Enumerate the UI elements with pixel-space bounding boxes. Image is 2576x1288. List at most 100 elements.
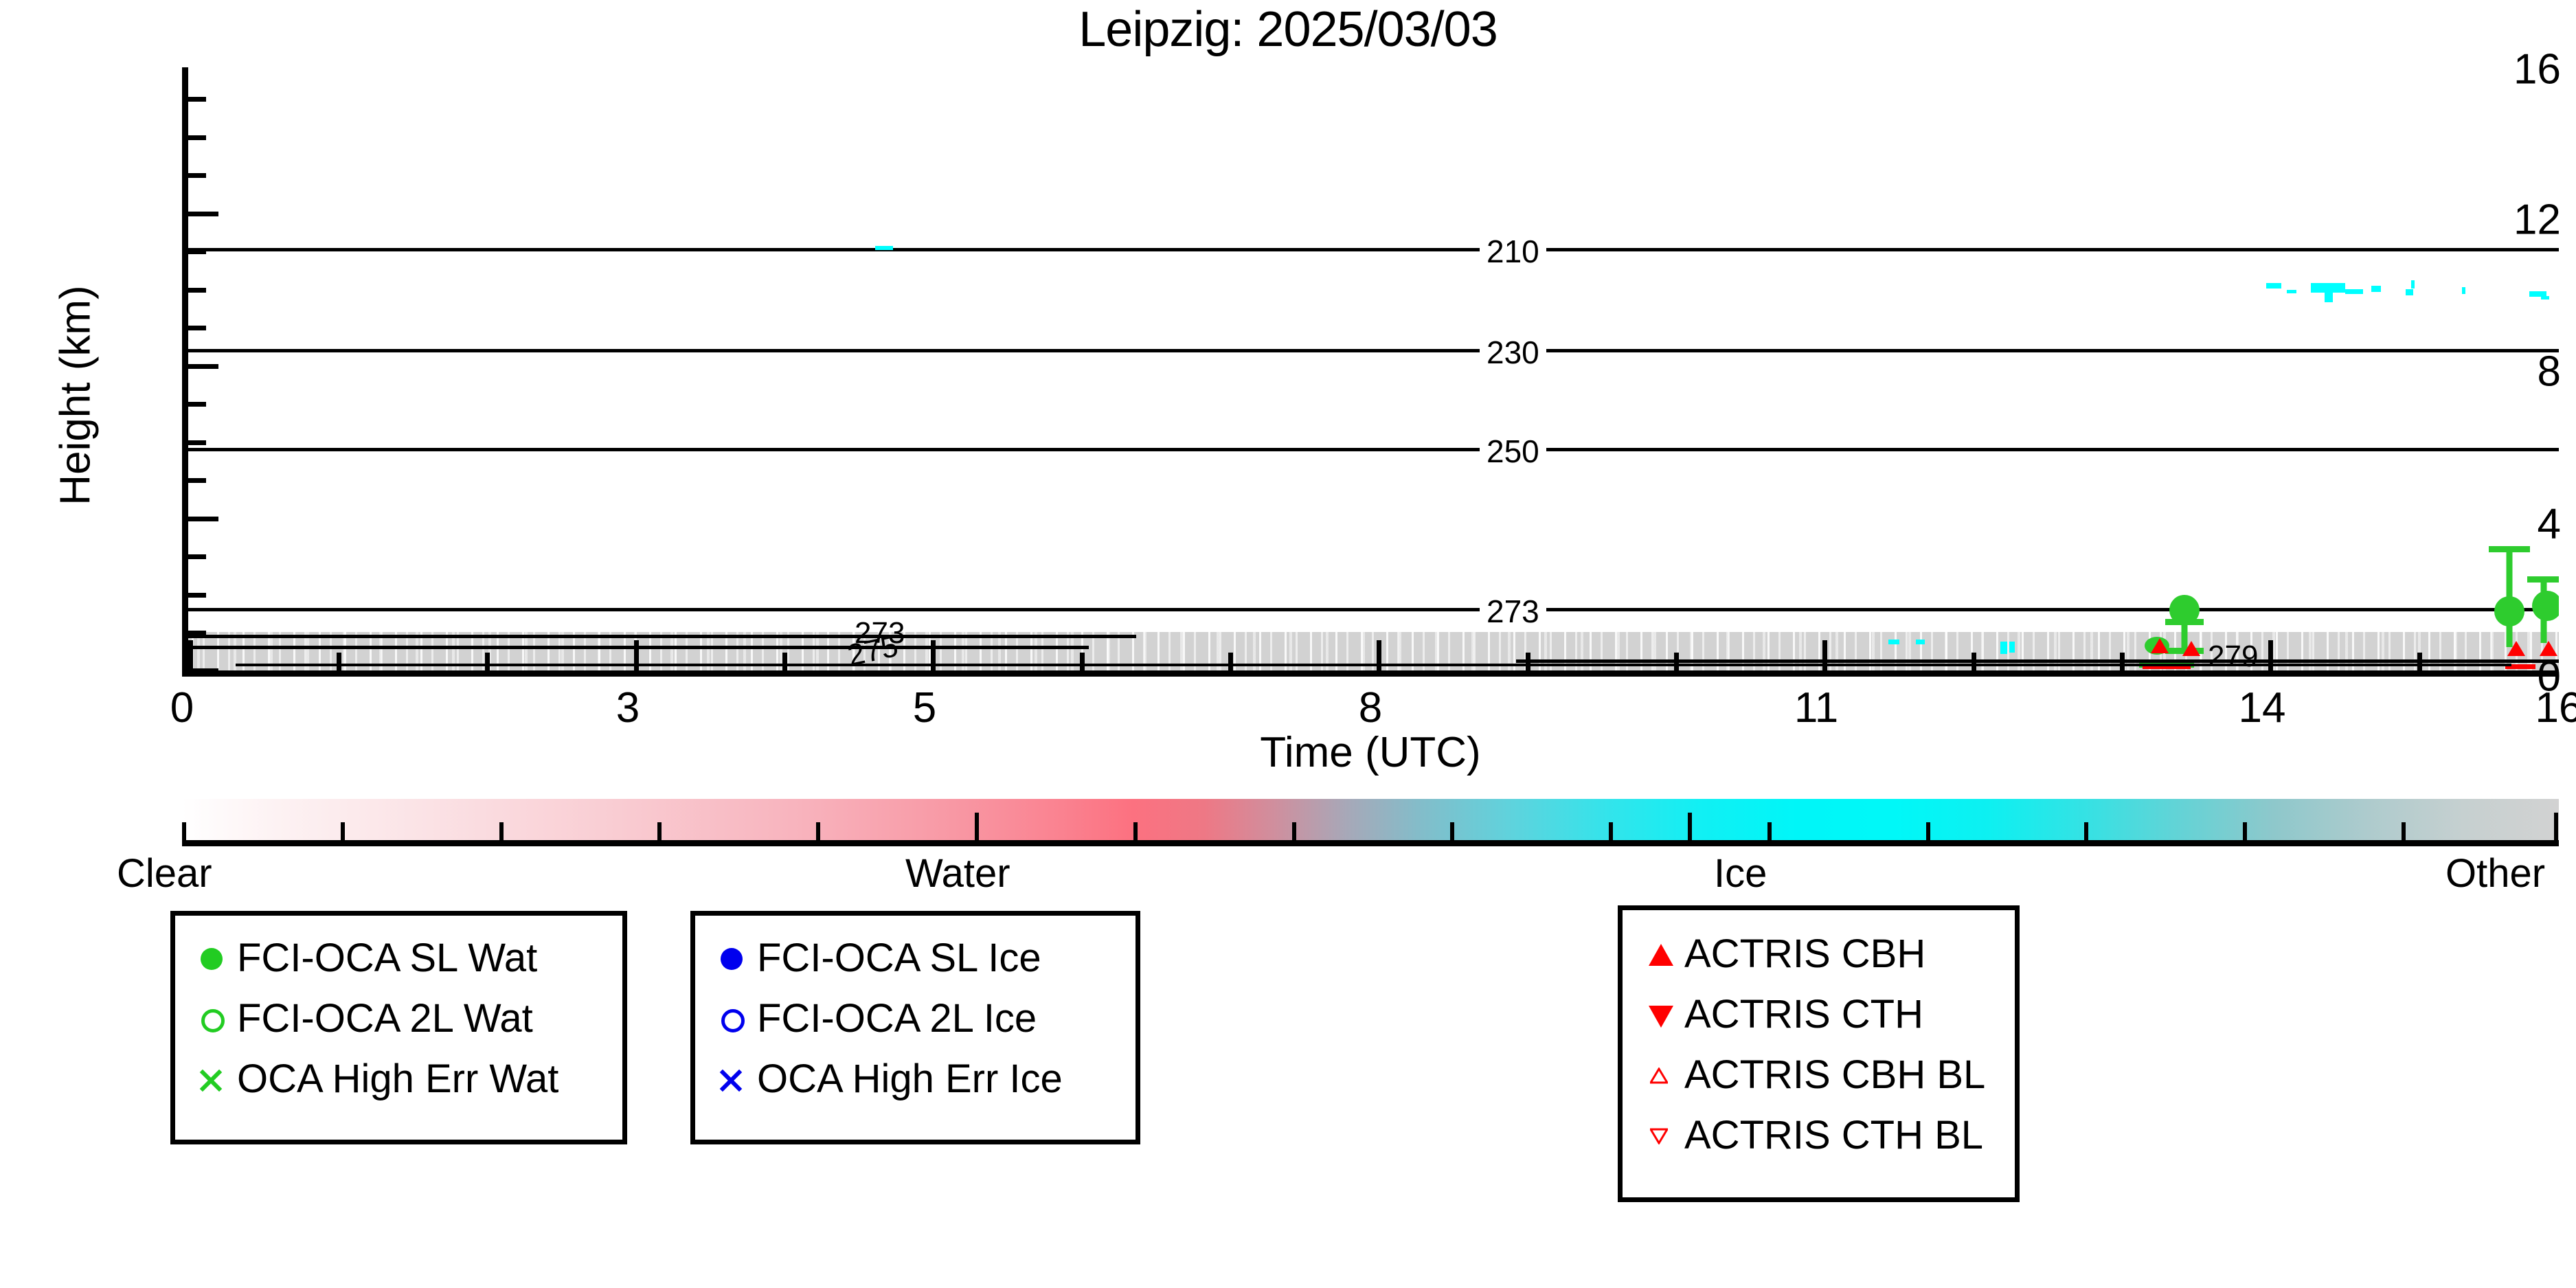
actris-cbh-marker — [2507, 641, 2525, 656]
y-tick-minor — [188, 593, 206, 598]
legend-item[interactable]: FCI-OCA SL Ice — [695, 928, 1136, 988]
legend-item[interactable]: FCI-OCA 2L Wat — [175, 988, 622, 1049]
y-tick-minor — [188, 97, 206, 102]
x-tick-major — [1822, 640, 1827, 670]
legend-item[interactable]: OCA High Err Wat — [175, 1049, 622, 1109]
open-circle-icon — [193, 997, 236, 1040]
y-tick-major — [188, 212, 218, 216]
x-tick-label: 14 — [2238, 684, 2286, 732]
ice-pixel — [2462, 287, 2465, 294]
x-tick-label: 16 — [2535, 684, 2576, 732]
x-tick-label: 5 — [912, 684, 937, 732]
fci-oca-sl-wat-point — [2169, 595, 2200, 625]
legend-item[interactable]: ACTRIS CTH BL — [1623, 1105, 2015, 1166]
legend-item[interactable]: ACTRIS CTH — [1623, 984, 2015, 1045]
colorbar-tick — [1767, 822, 1772, 840]
legend-item-label: ACTRIS CTH — [1684, 992, 1923, 1037]
ice-pixel — [1916, 640, 1925, 644]
ice-pixel — [2325, 291, 2333, 302]
colorbar-label-water: Water — [905, 851, 1010, 896]
isotherm-279-low-line — [1515, 659, 2559, 663]
x-tick-major — [931, 640, 936, 670]
triangle-down-filled-icon — [1640, 993, 1683, 1036]
isotherm-label-273: 273 — [1480, 594, 1546, 629]
open-circle-icon — [713, 997, 756, 1040]
ice-legend-box: FCI-OCA SL Ice FCI-OCA 2L Ice OCA High E… — [690, 911, 1140, 1144]
x-tick-minor — [2417, 653, 2422, 670]
x-tick-label: 11 — [1794, 684, 1839, 732]
ice-pixel — [1888, 640, 1899, 644]
y-tick-minor — [188, 249, 206, 254]
y-tick-minor — [188, 631, 206, 635]
x-tick-minor — [1526, 653, 1530, 670]
triangle-up-filled-icon — [1640, 933, 1683, 975]
actris-cbh-trace — [2505, 664, 2535, 669]
colorbar-tick — [1926, 822, 1930, 840]
y-tick-label: 4 — [2537, 500, 2561, 548]
colorbar-tick — [657, 822, 662, 840]
ice-pixel — [2411, 280, 2415, 289]
colorbar-tick — [1133, 822, 1138, 840]
ice-pixel — [2406, 289, 2413, 295]
legend-item[interactable]: FCI-OCA SL Wat — [175, 928, 622, 988]
x-tick-minor — [782, 653, 787, 670]
legend-item[interactable]: OCA High Err Ice — [695, 1049, 1136, 1109]
cross-x-icon — [713, 1058, 756, 1100]
colorbar-gradient — [182, 799, 2559, 840]
legend-item[interactable]: ACTRIS CBH BL — [1623, 1045, 2015, 1105]
legend-item-label: FCI-OCA SL Wat — [237, 936, 538, 980]
x-tick-minor — [1971, 653, 1976, 670]
colorbar-tick — [341, 822, 345, 840]
legend-item-label: FCI-OCA 2L Ice — [757, 996, 1037, 1041]
fci-oca-sl-wat-point — [2532, 591, 2559, 621]
isotherm-230-line — [188, 349, 2559, 352]
x-tick-label: 0 — [170, 684, 194, 732]
isotherm-label-250: 250 — [1480, 433, 1546, 469]
actris-cbh-trace — [2143, 664, 2191, 669]
ice-pixel — [2371, 286, 2381, 292]
triangle-down-open-icon — [1640, 1114, 1683, 1157]
x-tick-major — [2268, 640, 2273, 670]
colorbar-tick — [2243, 822, 2247, 840]
y-axis-title: Height (km) — [52, 285, 100, 506]
isotherm-label-210: 210 — [1480, 234, 1546, 269]
triangle-up-open-icon — [1640, 1054, 1683, 1096]
y-tick-label: 0 — [2537, 653, 2561, 701]
y-tick-major — [188, 668, 218, 670]
colorbar-tick-major — [2554, 813, 2558, 840]
legend-item[interactable]: ACTRIS CBH — [1623, 924, 2015, 984]
y-tick-minor — [188, 440, 206, 445]
error-bar-cap — [2527, 576, 2559, 583]
isotherm-273-low-line — [188, 635, 1137, 638]
ice-pixel — [875, 246, 893, 250]
colorbar-axis — [182, 813, 2559, 846]
ice-pixel — [2311, 283, 2345, 293]
fci-oca-sl-wat-point — [2494, 596, 2524, 626]
isotherm-210-line — [188, 248, 2559, 251]
x-tick-minor — [337, 653, 341, 670]
surface-trace-line — [236, 664, 2511, 666]
isotherm-label-273-low: 273 — [855, 616, 905, 650]
legend-item-label: ACTRIS CBH BL — [1684, 1052, 1986, 1097]
y-tick-minor — [188, 554, 206, 559]
actris-cbh-marker — [2182, 641, 2200, 656]
x-tick-minor — [485, 653, 490, 670]
legend-item-label: ACTRIS CBH — [1684, 931, 1926, 976]
colorbar — [182, 799, 2559, 840]
colorbar-tick — [182, 822, 186, 840]
cross-x-icon — [193, 1058, 236, 1100]
actris-legend-box: ACTRIS CBH ACTRIS CTH ACTRIS CBH BL ACTR… — [1618, 905, 2020, 1202]
isotherm-label-230: 230 — [1480, 335, 1546, 370]
x-tick-minor — [2120, 653, 2125, 670]
colorbar-tick — [1292, 822, 1296, 840]
actris-cbh-marker — [2151, 638, 2169, 653]
y-tick-label: 12 — [2513, 196, 2561, 244]
colorbar-tick-major — [975, 813, 979, 840]
colorbar-tick — [1609, 822, 1613, 840]
plot-canvas: 210 230 250 273 273 275 279 — [188, 67, 2559, 670]
legend-item[interactable]: FCI-OCA 2L Ice — [695, 988, 1136, 1049]
error-bar-cap — [2489, 546, 2530, 552]
x-tick-major — [634, 640, 639, 670]
y-tick-minor — [188, 478, 206, 483]
